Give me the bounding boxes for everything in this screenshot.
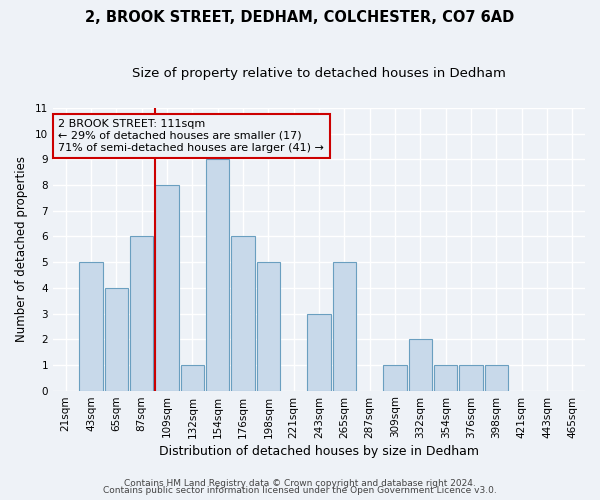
Bar — [257, 262, 280, 390]
X-axis label: Distribution of detached houses by size in Dedham: Distribution of detached houses by size … — [159, 444, 479, 458]
Bar — [460, 365, 482, 390]
Bar — [307, 314, 331, 390]
Bar — [105, 288, 128, 390]
Bar — [485, 365, 508, 390]
Bar — [383, 365, 407, 390]
Text: 2 BROOK STREET: 111sqm
← 29% of detached houses are smaller (17)
71% of semi-det: 2 BROOK STREET: 111sqm ← 29% of detached… — [58, 120, 324, 152]
Text: 2, BROOK STREET, DEDHAM, COLCHESTER, CO7 6AD: 2, BROOK STREET, DEDHAM, COLCHESTER, CO7… — [85, 10, 515, 25]
Bar — [232, 236, 254, 390]
Bar — [130, 236, 154, 390]
Bar — [155, 185, 179, 390]
Title: Size of property relative to detached houses in Dedham: Size of property relative to detached ho… — [132, 68, 506, 80]
Y-axis label: Number of detached properties: Number of detached properties — [15, 156, 28, 342]
Bar — [181, 365, 204, 390]
Bar — [333, 262, 356, 390]
Bar — [409, 339, 432, 390]
Bar — [79, 262, 103, 390]
Bar — [206, 160, 229, 390]
Text: Contains public sector information licensed under the Open Government Licence v3: Contains public sector information licen… — [103, 486, 497, 495]
Bar — [434, 365, 457, 390]
Text: Contains HM Land Registry data © Crown copyright and database right 2024.: Contains HM Land Registry data © Crown c… — [124, 478, 476, 488]
